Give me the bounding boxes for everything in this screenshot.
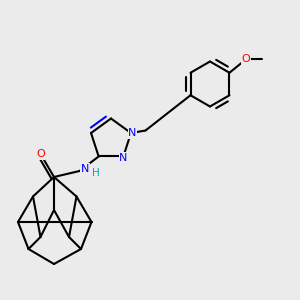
- Text: O: O: [242, 54, 250, 64]
- Text: N: N: [128, 128, 137, 138]
- Text: N: N: [119, 153, 128, 163]
- Text: N: N: [81, 164, 89, 174]
- Text: O: O: [36, 149, 45, 160]
- Text: H: H: [92, 167, 100, 178]
